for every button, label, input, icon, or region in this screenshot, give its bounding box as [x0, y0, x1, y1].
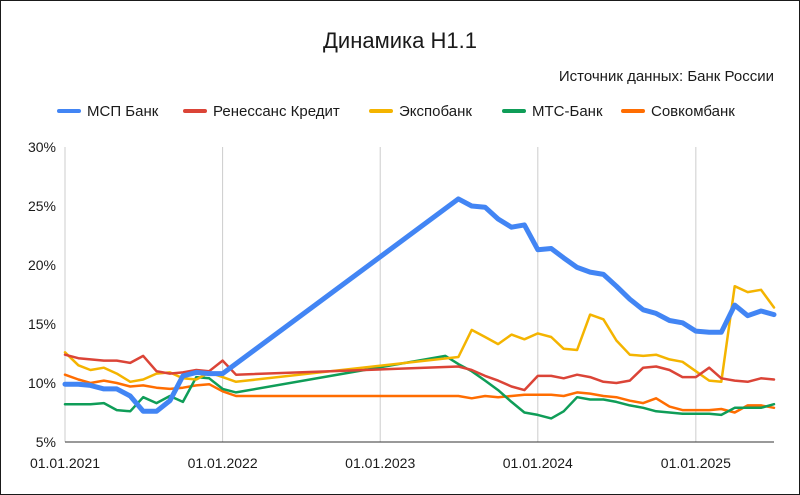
y-axis: 5% 10% 15% 20% 25% 30%	[28, 139, 56, 450]
series-line	[63, 284, 776, 384]
chart-title: Динамика Н1.1	[323, 28, 477, 53]
legend-label: Ренессанс Кредит	[213, 103, 340, 120]
x-tick-label: 01.01.2022	[188, 455, 258, 471]
y-tick-label: 25%	[28, 198, 56, 214]
x-axis: 01.01.2021 01.01.2022 01.01.2023 01.01.2024…	[30, 455, 731, 471]
y-tick-label: 10%	[28, 375, 56, 391]
y-tick-label: 20%	[28, 257, 56, 273]
chart-legend: МСП Банк Ренессанс Кредит Экспобанк МТС-Бан…	[57, 103, 735, 120]
series-line	[63, 353, 776, 392]
x-tick-label: 01.01.2024	[503, 455, 573, 471]
grid-lines	[64, 147, 774, 443]
legend-label: МСП Банк	[87, 103, 159, 120]
series-line	[62, 196, 777, 414]
legend-label: Совкомбанк	[651, 103, 735, 120]
y-tick-label: 15%	[28, 316, 56, 332]
x-tick-label: 01.01.2023	[345, 455, 415, 471]
legend-label: МТС-Банк	[532, 103, 603, 120]
chart-subtitle: Источник данных: Банк России	[559, 68, 774, 85]
legend-label: Экспобанк	[399, 103, 472, 120]
series-line	[63, 373, 776, 414]
y-tick-label: 30%	[28, 139, 56, 155]
y-tick-label: 5%	[36, 434, 56, 450]
x-tick-label: 01.01.2025	[661, 455, 731, 471]
series-lines	[62, 196, 777, 420]
x-tick-label: 01.01.2021	[30, 455, 100, 471]
series-line	[63, 354, 776, 420]
